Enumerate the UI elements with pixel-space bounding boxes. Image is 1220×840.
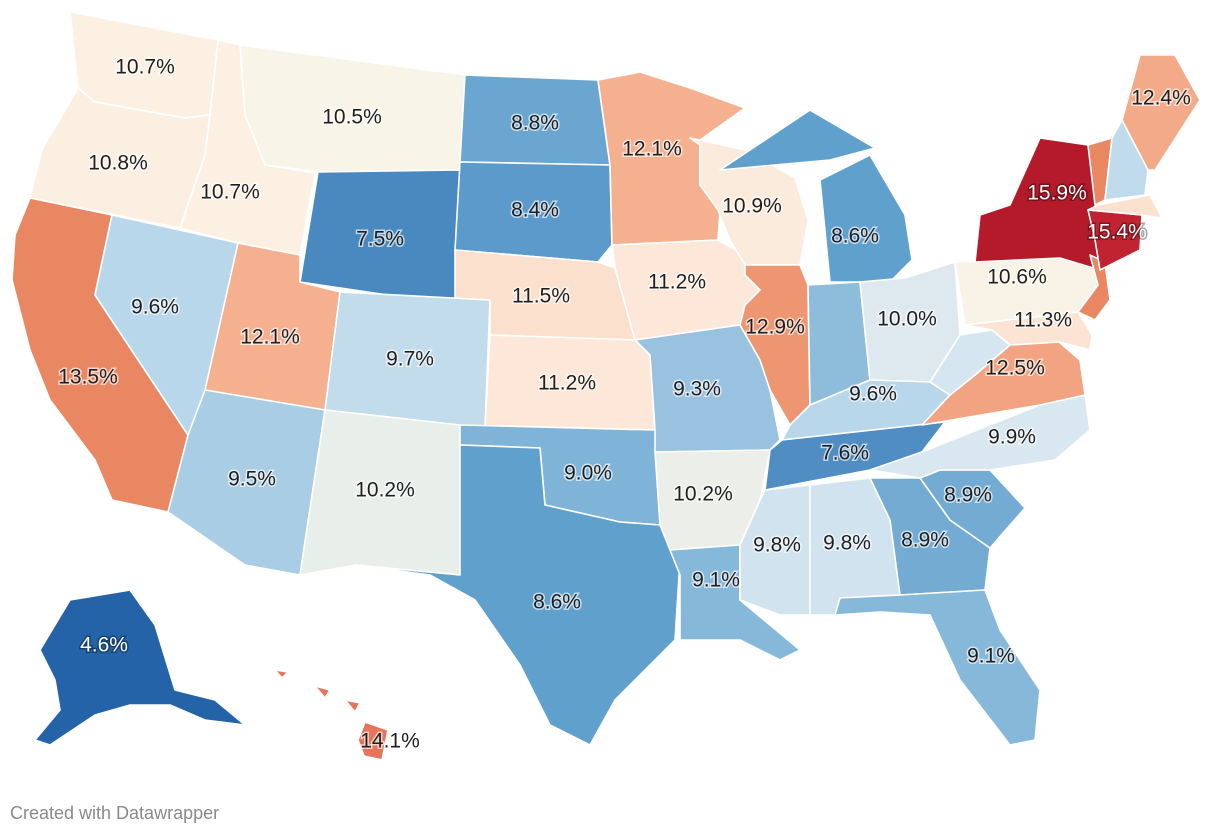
state-value-label-id: 10.7% (200, 181, 260, 204)
state-md[interactable] (964, 311, 1093, 351)
state-value-label-wy: 7.5% (356, 228, 404, 251)
state-value-label-or: 10.8% (88, 152, 148, 175)
state-shapes (11, 11, 1201, 761)
state-nc[interactable] (869, 394, 1091, 479)
state-value-label-nc: 9.9% (988, 426, 1036, 449)
state-il[interactable] (739, 264, 811, 426)
state-me[interactable] (1121, 54, 1201, 171)
state-value-label-ia: 11.2% (648, 271, 706, 294)
state-value-label-ne: 11.5% (512, 285, 570, 308)
credit-line: Created with Datawrapper (10, 803, 220, 823)
state-value-label-hi: 14.1% (360, 730, 420, 753)
state-fl[interactable] (834, 589, 1041, 746)
state-value-label-sd: 8.4% (511, 199, 559, 222)
state-value-label-ga: 8.9% (901, 529, 949, 552)
state-value-label-ny: 15.9% (1027, 182, 1087, 205)
state-ma[interactable] (1087, 194, 1163, 219)
state-value-label-ok: 9.0% (564, 462, 612, 485)
state-mi[interactable] (719, 109, 913, 283)
state-value-label-nd: 8.8% (511, 112, 559, 135)
state-value-label-wa: 10.7% (115, 56, 175, 79)
state-value-label-tx: 8.6% (533, 591, 581, 614)
state-value-label-ms: 9.8% (753, 534, 801, 557)
state-value-label-co: 9.7% (386, 348, 434, 371)
state-value-label-ut: 12.1% (240, 326, 300, 349)
state-value-label-ca: 13.5% (58, 366, 118, 389)
state-value-label-me: 12.4% (1131, 87, 1191, 110)
state-ak[interactable] (34, 589, 246, 746)
state-value-label-mo: 9.3% (673, 378, 721, 401)
state-value-label-la: 9.1% (692, 569, 740, 592)
state-value-label-ar: 10.2% (673, 483, 733, 506)
state-value-label-sc: 8.9% (944, 484, 992, 507)
state-tx[interactable] (354, 444, 681, 746)
state-labels: 10.7% 10.8% 13.5% 9.6% 10.7% 10.5% 7.5% 12.1% 9.… (57, 54, 1193, 754)
state-value-label-ct: 15.4% (1087, 221, 1147, 244)
state-value-label-ak: 4.6% (80, 634, 128, 657)
state-value-label-wi: 10.9% (722, 195, 782, 218)
state-value-label-tn: 7.6% (821, 442, 869, 465)
state-value-label-pa: 10.6% (987, 266, 1047, 289)
state-value-label-az: 9.5% (228, 468, 276, 491)
state-value-label-al: 9.8% (823, 532, 871, 555)
state-hi[interactable] (274, 669, 389, 761)
state-value-label-mn: 12.1% (622, 138, 682, 161)
state-value-label-va: 12.5% (985, 357, 1045, 380)
state-value-label-mi: 8.6% (831, 225, 879, 248)
state-value-label-mt: 10.5% (322, 106, 382, 129)
state-sd[interactable] (454, 161, 613, 263)
state-value-label-fl: 9.1% (967, 645, 1015, 668)
state-value-label-md: 11.3% (1014, 309, 1072, 332)
state-value-label-ky: 9.6% (849, 383, 897, 406)
state-value-label-nm: 10.2% (355, 479, 415, 502)
state-nh[interactable] (1104, 119, 1149, 201)
state-value-label-ks: 11.2% (538, 372, 596, 395)
state-value-label-il: 12.9% (745, 316, 805, 339)
state-value-label-oh: 10.0% (877, 308, 937, 331)
state-value-label-nv: 9.6% (131, 296, 179, 319)
